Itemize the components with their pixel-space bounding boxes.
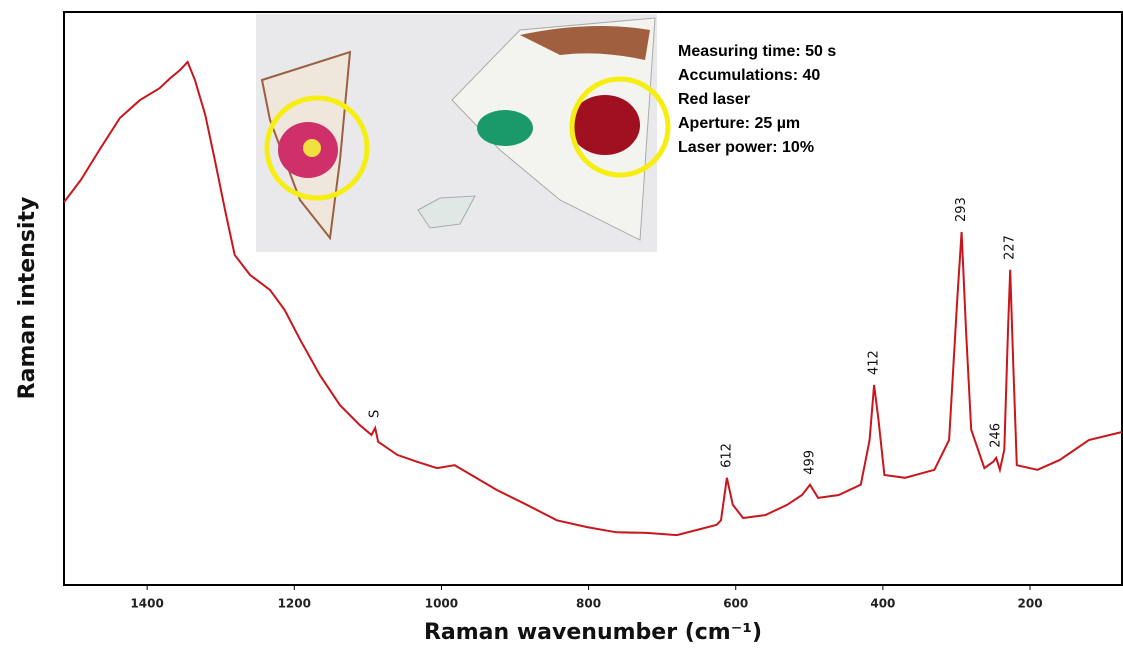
photo-inset bbox=[256, 14, 671, 252]
measurement-note: Measuring time: 50 s bbox=[678, 43, 836, 60]
peak-label: 246 bbox=[989, 423, 1004, 448]
measurement-note: Red laser bbox=[678, 91, 750, 108]
measurement-note: Laser power: 10% bbox=[678, 139, 814, 156]
y-axis-label: Raman intensity bbox=[15, 197, 40, 400]
peak-label: 499 bbox=[803, 450, 818, 475]
x-tick-label: 200 bbox=[1018, 597, 1043, 611]
spectrum-line bbox=[63, 60, 1123, 537]
measurement-note: Accumulations: 40 bbox=[678, 67, 820, 84]
peak-label: 227 bbox=[1003, 235, 1018, 260]
peak-label: 612 bbox=[719, 443, 734, 468]
measurement-note: Aperture: 25 µm bbox=[678, 115, 800, 132]
x-tick-label: 1400 bbox=[130, 597, 163, 611]
x-tick-label: 1200 bbox=[278, 597, 311, 611]
peak-label: 293 bbox=[954, 197, 969, 222]
peak-label: S bbox=[368, 410, 383, 418]
peak-label: 412 bbox=[867, 350, 882, 375]
x-tick-label: 400 bbox=[870, 597, 895, 611]
x-tick-label: 600 bbox=[723, 597, 748, 611]
x-tick-label: 800 bbox=[576, 597, 601, 611]
x-tick-label: 1000 bbox=[425, 597, 458, 611]
x-axis-label: Raman wavenumber (cm⁻¹) bbox=[424, 620, 762, 645]
plot-frame bbox=[63, 11, 1123, 586]
